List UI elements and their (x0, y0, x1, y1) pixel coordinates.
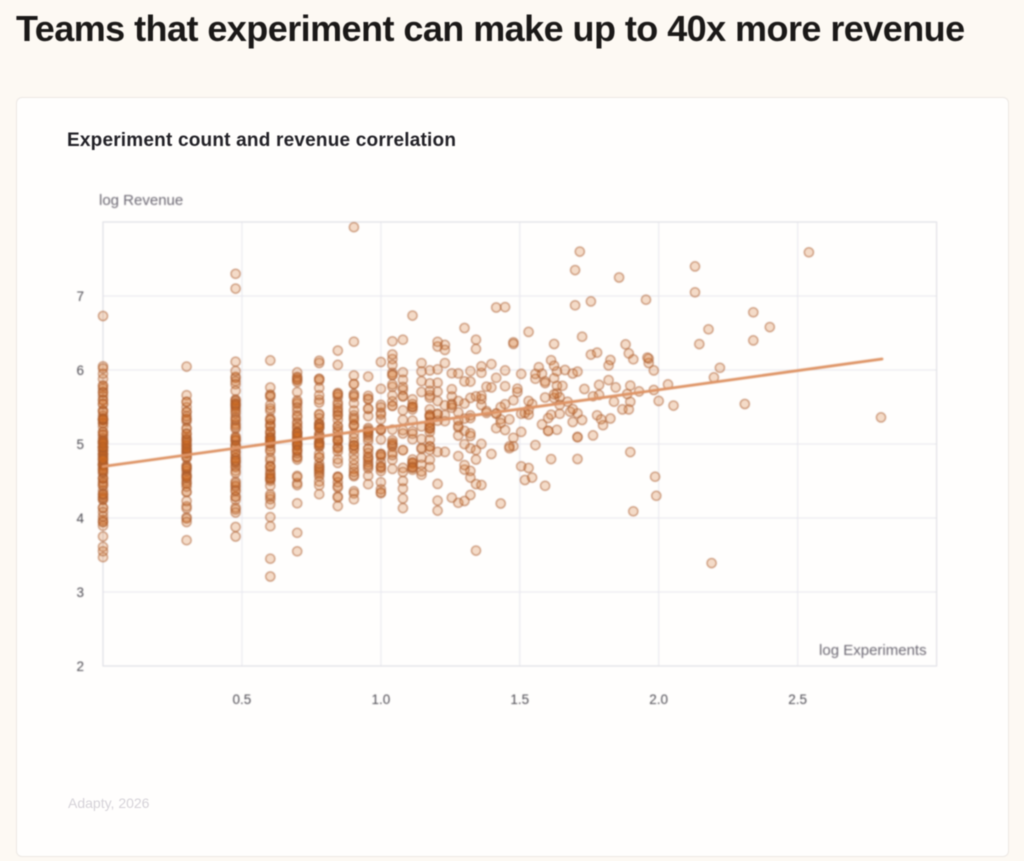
svg-text:log Experiments: log Experiments (819, 642, 927, 659)
svg-text:0.5: 0.5 (233, 692, 252, 707)
svg-text:2.0: 2.0 (649, 692, 668, 707)
svg-text:6: 6 (76, 363, 84, 378)
svg-text:5: 5 (76, 437, 84, 452)
svg-text:4: 4 (76, 511, 84, 526)
svg-text:1.0: 1.0 (372, 692, 391, 707)
svg-text:3: 3 (76, 585, 84, 600)
svg-text:7: 7 (76, 289, 84, 304)
svg-text:2: 2 (76, 659, 84, 674)
svg-text:2.5: 2.5 (788, 692, 807, 707)
svg-text:log Revenue: log Revenue (99, 192, 183, 209)
svg-text:1.5: 1.5 (510, 692, 529, 707)
